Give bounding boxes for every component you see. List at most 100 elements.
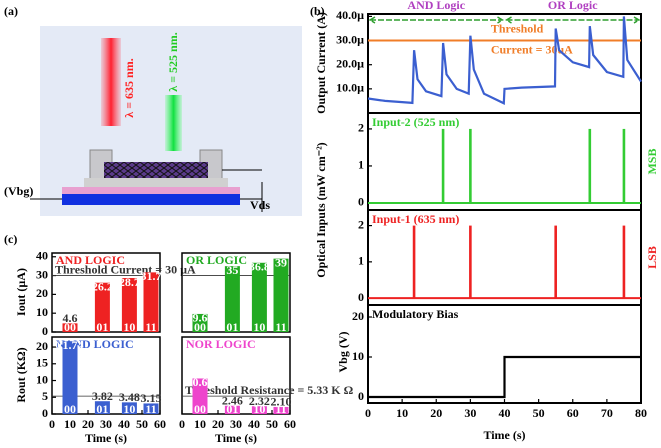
x-tick-label: 30 — [464, 406, 476, 420]
bit-label: 00 — [194, 402, 206, 416]
x-tick-label: 50 — [266, 417, 278, 431]
bit-label: 11 — [275, 320, 286, 334]
y-tick-label: 1 — [358, 254, 364, 268]
pulse — [588, 128, 592, 203]
y-axis-label: Iout (µA) — [14, 268, 28, 316]
bar — [224, 266, 240, 332]
bar — [143, 403, 159, 414]
x-tick-label: 40 — [248, 417, 260, 431]
y-tick-label: 40.0µ — [336, 8, 364, 22]
pulse — [469, 225, 472, 299]
chart-title: Modulatory Bias — [372, 307, 459, 321]
x-tick-label: 0 — [179, 417, 185, 431]
x-tick-label: 80 — [635, 406, 647, 420]
value-label: 2.10 — [271, 395, 292, 409]
data-line — [368, 355, 641, 399]
value-label: 35 — [226, 263, 238, 277]
bit-label: 11 — [145, 320, 156, 334]
y-axis-label: Output Current (A) — [314, 12, 328, 114]
pulse — [622, 128, 626, 203]
bit-label: 01 — [226, 320, 238, 334]
x-tick-label: 60 — [154, 417, 166, 431]
threshold-label: Threshold — [491, 21, 544, 35]
bar — [94, 282, 110, 332]
x-tick-label: 60 — [284, 417, 296, 431]
x-tick-label: 30 — [230, 417, 242, 431]
bar — [143, 272, 159, 332]
region-arrow — [505, 16, 641, 24]
region-label: AND Logic — [407, 0, 465, 12]
bit-label: 11 — [145, 402, 156, 416]
bar — [192, 313, 208, 332]
value-label: 31.7 — [141, 269, 162, 283]
value-label: 36.8 — [249, 260, 270, 274]
bit-label: 11 — [275, 402, 286, 416]
region-label: OR Logic — [548, 0, 598, 12]
x-tick-label: 0 — [365, 406, 371, 420]
bar — [251, 262, 267, 332]
x-tick-label: 10 — [396, 406, 408, 420]
chart-title: Input-2 (525 nm) — [372, 115, 459, 129]
bit-label: 00 — [64, 402, 76, 416]
y-tick-label: 10 — [352, 349, 364, 363]
y-tick-label: 10.0µ — [336, 81, 364, 95]
value-label: 39 — [275, 255, 287, 269]
value-label: 26.2 — [92, 279, 113, 293]
chart-title: AND LOGIC — [56, 253, 125, 267]
pulse — [441, 128, 445, 203]
pulse — [469, 128, 472, 203]
y-tick-label: 0 — [42, 324, 48, 338]
value-label: 10.61 — [187, 375, 214, 389]
bar — [94, 401, 110, 414]
x-tick-label: 20 — [430, 406, 442, 420]
x-axis-label: Time (s) — [215, 431, 257, 445]
beam-label: λ = 635 nm. — [122, 58, 136, 117]
value-label: 3.82 — [92, 389, 113, 403]
y-axis-label: Optical Inputs (mW cm⁻²) — [314, 142, 328, 277]
drain-label: Vds — [250, 198, 270, 212]
y-tick-label: 20 — [36, 339, 48, 353]
pulse — [622, 225, 626, 299]
y-tick-label: 30 — [36, 267, 48, 281]
y-tick-label: 2 — [358, 121, 364, 135]
x-tick-label: 70 — [601, 406, 613, 420]
x-tick-label: 20 — [212, 417, 224, 431]
wire — [30, 169, 263, 212]
y-tick-label: 0 — [358, 290, 364, 304]
pulse — [554, 225, 557, 299]
y-tick-label: 10 — [36, 305, 48, 319]
x-tick-label: 50 — [136, 417, 148, 431]
panel-label: (b) — [310, 4, 325, 18]
y-tick-label: 0 — [358, 389, 364, 403]
bit-label: 01 — [96, 320, 108, 334]
y-tick-label: 20 — [36, 286, 48, 300]
threshold-label: Threshold Current = 30 µA — [55, 262, 196, 276]
y-tick-label: 20.0µ — [336, 56, 364, 70]
y-tick-label: 30.0µ — [336, 32, 364, 46]
value-label: 9.6 — [193, 311, 208, 325]
bar — [192, 378, 208, 414]
bar — [121, 402, 137, 414]
bit-label: 00 — [194, 320, 206, 334]
bit-label: 01 — [96, 402, 108, 416]
side-label: LSB — [645, 246, 659, 269]
bar — [62, 323, 78, 332]
bit-label: 10 — [253, 402, 265, 416]
x-axis-label: Time (s) — [483, 428, 525, 442]
x-tick-label: 20 — [82, 417, 94, 431]
chart-title: OR LOGIC — [186, 253, 247, 267]
y-tick-label: 15 — [36, 356, 48, 370]
region-arrow — [368, 16, 504, 24]
x-tick-label: 40 — [499, 406, 511, 420]
panel-label: (c) — [4, 232, 17, 246]
side-label: MSB — [645, 148, 659, 174]
bar — [273, 258, 289, 332]
x-tick-label: 50 — [533, 406, 545, 420]
x-tick-label: 60 — [567, 406, 579, 420]
y-tick-label: 40 — [36, 249, 48, 263]
channel — [104, 162, 208, 178]
substrate — [62, 194, 240, 205]
bit-label: 01 — [226, 402, 238, 416]
data-line — [367, 16, 642, 106]
value-label: 3.48 — [119, 390, 140, 404]
